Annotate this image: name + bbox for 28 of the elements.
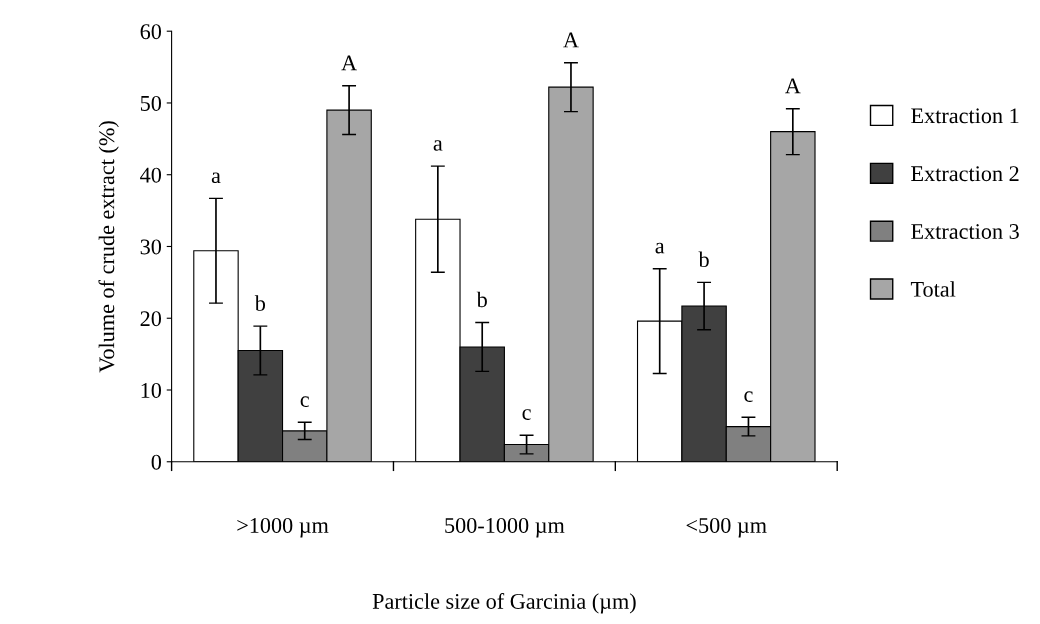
x-axis-title: Particle size of Garcinia (µm) <box>372 593 636 614</box>
data-label: a <box>433 140 443 151</box>
legend-label: Total <box>910 281 956 297</box>
x-tick-label: <500 µm <box>686 517 767 538</box>
y-tick-label: 60 <box>140 24 162 40</box>
data-label: b <box>476 291 487 308</box>
data-label: c <box>522 409 531 420</box>
y-tick-label: 50 <box>140 95 162 111</box>
y-tick-label: 30 <box>140 239 162 255</box>
y-tick-label: 0 <box>151 454 162 470</box>
data-label: c <box>744 391 753 402</box>
x-tick-label: >1000 µm <box>237 517 329 538</box>
legend-label: Extraction 1 <box>911 108 1019 124</box>
data-label: a <box>655 242 665 254</box>
y-axis-title: Volume of crude extract (%) <box>98 121 119 373</box>
legend-label: Extraction 3 <box>911 224 1019 239</box>
y-tick-label: 20 <box>140 311 162 327</box>
legend-label: Extraction 2 <box>911 166 1019 182</box>
y-tick-label: 10 <box>141 382 162 398</box>
data-label: b <box>254 295 266 311</box>
data-label: a <box>211 172 221 184</box>
data-label: c <box>300 396 309 408</box>
data-label: b <box>698 251 709 268</box>
y-tick-label: 40 <box>140 167 162 183</box>
x-tick-label: 500-1000 µm <box>445 517 565 538</box>
data-label: A <box>563 32 579 48</box>
data-label: A <box>341 55 357 71</box>
data-label: A <box>785 78 801 94</box>
